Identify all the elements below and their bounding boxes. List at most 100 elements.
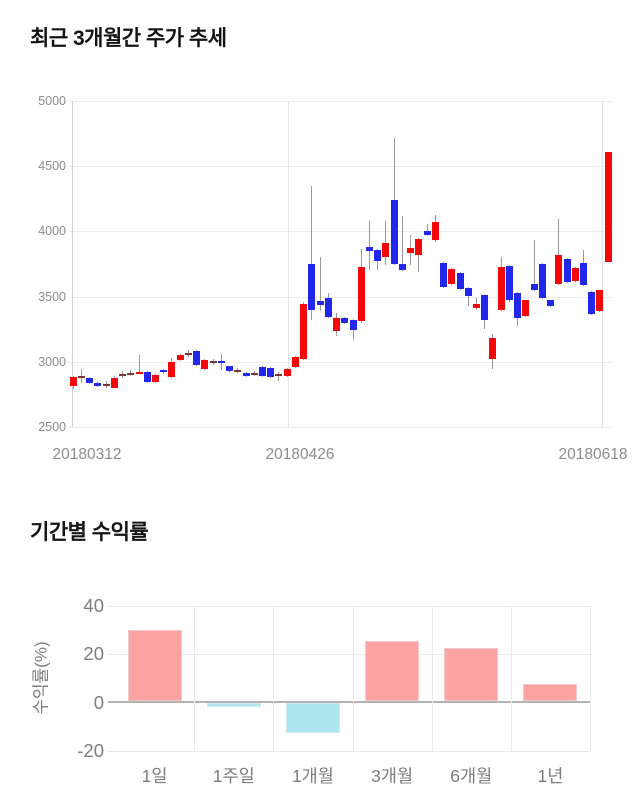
candle-wick (319, 257, 321, 312)
candle-body (324, 298, 332, 317)
candle-body (464, 288, 472, 297)
price-gridline (68, 362, 613, 364)
returns-category-gridline (352, 605, 354, 751)
price-x-tick-label: 20180426 (265, 446, 335, 463)
candle-body (349, 320, 357, 330)
returns-y-tick-label: -20 (77, 740, 104, 762)
candle-body (555, 255, 563, 284)
returns-y-tick-label: 20 (83, 643, 104, 665)
candle-body (291, 356, 299, 367)
price-y-axis-line (72, 100, 73, 428)
candle-body (300, 303, 308, 359)
price-y-tick-label: 4500 (38, 158, 66, 173)
candle-body (497, 267, 505, 310)
candle-body (77, 376, 85, 379)
price-y-tick-label: 2500 (38, 420, 66, 435)
candle-body (168, 362, 176, 377)
price-gridline (68, 165, 613, 167)
returns-bar-positive (365, 640, 420, 702)
candle-wick (278, 371, 280, 381)
candle-body (316, 301, 324, 306)
price-gridline (68, 427, 613, 429)
candle-wick (80, 368, 82, 383)
price-x-tick-label: 20180618 (558, 446, 628, 463)
candle-body (588, 292, 596, 314)
candle-body (489, 337, 497, 360)
candle-body (456, 272, 464, 290)
candle-body (135, 371, 143, 374)
candle-wick (558, 218, 560, 285)
price-y-tick-label: 5000 (38, 93, 66, 108)
candle-body (86, 377, 94, 383)
returns-y-tick-label: 0 (93, 691, 104, 713)
returns-x-tick-label: 1년 (537, 766, 564, 786)
candle-body (110, 377, 118, 388)
price-y-tick-label: 4000 (38, 224, 66, 239)
candle-body (382, 242, 390, 257)
price-y-tick-label: 3000 (38, 355, 66, 370)
candle-body (472, 303, 480, 309)
candle-body (423, 231, 431, 236)
candle-body (143, 372, 151, 382)
price-gridline (68, 231, 613, 233)
candle-wick (368, 220, 370, 271)
price-date-gridline (602, 100, 603, 428)
candle-body (365, 246, 373, 252)
returns-bar-positive (444, 647, 499, 702)
price-date-gridline (288, 100, 289, 428)
returns-zero-line (108, 701, 590, 704)
candle-body (283, 368, 291, 377)
candle-wick (467, 287, 469, 307)
candle-body (209, 361, 217, 364)
candle-body (514, 293, 522, 318)
candle-body (250, 373, 258, 376)
candle-body (374, 250, 382, 261)
candle-wick (401, 215, 403, 271)
returns-y-tick-label: 40 (83, 595, 104, 617)
candle-body (448, 269, 456, 284)
candle-body (530, 283, 538, 290)
candle-body (275, 373, 283, 376)
candle-body (258, 366, 266, 376)
candle-body (69, 377, 77, 387)
candle-wick (426, 224, 428, 237)
candle-body (415, 238, 423, 256)
candle-body (226, 366, 234, 372)
candle-body (579, 262, 587, 285)
price-x-tick-label: 20180312 (52, 446, 122, 463)
candle-body (184, 353, 192, 356)
returns-gridline (108, 653, 590, 655)
returns-y-axis-title: 수익률(%) (31, 641, 51, 715)
returns-x-tick-label: 1일 (141, 766, 168, 786)
candle-body (308, 263, 316, 311)
returns-gridline (108, 605, 590, 607)
candle-body (234, 370, 242, 373)
returns-title: 기간별 수익률 (30, 521, 149, 544)
candle-body (333, 318, 341, 332)
candle-body (193, 351, 201, 366)
candle-body (357, 266, 365, 322)
candle-body (127, 372, 135, 375)
returns-category-gridline (510, 605, 512, 751)
returns-x-tick-label: 1주일 (212, 766, 255, 786)
candle-body (481, 295, 489, 321)
price-gridline (68, 100, 613, 102)
candle-body (547, 300, 555, 307)
candle-body (94, 383, 102, 386)
price-gridline (68, 296, 613, 298)
candle-body (440, 263, 448, 287)
candle-wick (533, 240, 535, 291)
candle-body (398, 264, 406, 270)
candle-body (119, 374, 127, 377)
returns-bar-positive (523, 684, 578, 702)
candle-body (242, 373, 250, 377)
returns-bar-positive (127, 629, 182, 702)
price-trend-title: 최근 3개월간 주가 추세 (30, 27, 227, 50)
candle-body (538, 264, 546, 299)
returns-x-tick-label: 1개월 (291, 766, 334, 786)
returns-category-gridline (431, 605, 433, 751)
candle-body (201, 360, 209, 369)
